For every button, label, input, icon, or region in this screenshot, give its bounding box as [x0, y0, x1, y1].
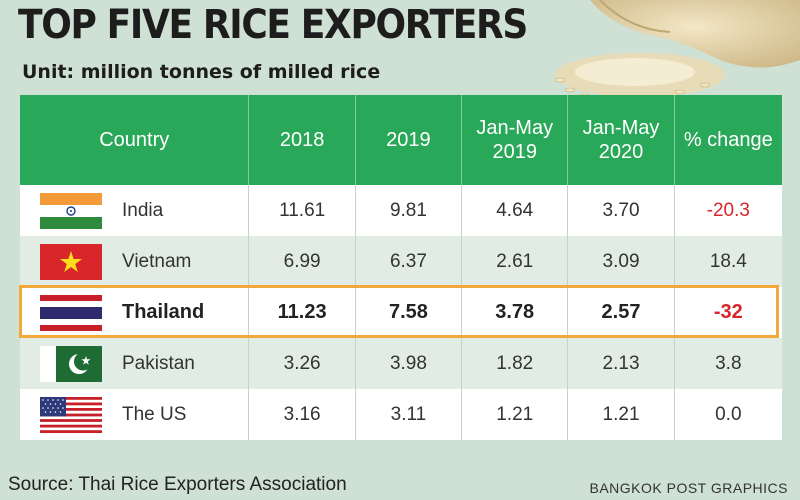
value-jan-may-2019: 2.61: [462, 236, 569, 287]
value-2019: 6.37: [356, 236, 463, 287]
country-cell: India: [20, 185, 250, 236]
table-row: The US 3.16 3.11 1.21 1.21 0.0: [20, 389, 782, 440]
value-jan-may-2019: 1.82: [462, 338, 569, 389]
value-pct-change: 18.4: [709, 250, 747, 272]
value-2018: 6.99: [249, 236, 356, 287]
rice-sack-icon: [554, 0, 800, 101]
value-2018: 11.61: [249, 185, 356, 236]
us-flag-icon: [40, 396, 102, 433]
header-2019: 2019: [356, 95, 463, 185]
value-2018: 3.16: [249, 389, 356, 440]
pakistan-flag-icon: [40, 345, 102, 382]
value-2018: 11.23: [249, 287, 356, 338]
value-jan-may-2020: 1.21: [568, 389, 675, 440]
value-jan-may-2020: 3.70: [568, 185, 675, 236]
value-jan-may-2020: 2.57: [568, 287, 675, 338]
value-jan-may-2019: 4.64: [462, 185, 569, 236]
header-pct-change: % change: [683, 129, 773, 151]
unit-subtitle: Unit: million tonnes of milled rice: [22, 61, 381, 83]
value-jan-may-2020: 2.13: [568, 338, 675, 389]
header-jan-may-2020: Jan-May 2020: [568, 95, 675, 185]
country-name: The US: [122, 403, 187, 425]
value-jan-may-2019: 3.78: [462, 287, 569, 338]
country-cell: Pakistan: [20, 338, 250, 389]
value-pct-change: -20.3: [706, 199, 750, 221]
value-pct-change: 0.0: [715, 403, 742, 425]
page-title: TOP FIVE RICE EXPORTERS: [18, 2, 528, 48]
value-pct-change: 3.8: [715, 352, 742, 374]
table-row: India 11.61 9.81 4.64 3.70 -20.3: [20, 185, 782, 236]
value-2019: 3.11: [356, 389, 463, 440]
table-header: Country 2018 2019 Jan-May 2019 Jan-May 2…: [20, 95, 782, 185]
rice-exporters-table: Country 2018 2019 Jan-May 2019 Jan-May 2…: [20, 95, 782, 440]
value-2019: 9.81: [356, 185, 463, 236]
vietnam-flag-icon: [40, 243, 102, 280]
header-country: Country: [20, 95, 250, 185]
country-cell: The US: [20, 389, 250, 440]
country-name: India: [122, 199, 164, 221]
value-2019: 7.58: [356, 287, 463, 338]
country-name: Pakistan: [122, 352, 195, 374]
value-2018: 3.26: [249, 338, 356, 389]
table-row: Pakistan 3.26 3.98 1.82 2.13 3.8: [20, 338, 782, 389]
header-jan-may-2019: Jan-May 2019: [462, 95, 569, 185]
value-2019: 3.98: [356, 338, 463, 389]
header-2018: 2018: [249, 95, 356, 185]
thailand-flag-icon: [40, 294, 102, 331]
source-note: Source: Thai Rice Exporters Association: [8, 474, 347, 495]
table-row: Vietnam 6.99 6.37 2.61 3.09 18.4: [20, 236, 782, 287]
graphics-credit: BANGKOK POST GRAPHICS: [589, 480, 788, 496]
country-name: Vietnam: [122, 250, 192, 272]
country-cell: Vietnam: [20, 236, 250, 287]
india-flag-icon: [40, 192, 102, 229]
value-jan-may-2020: 3.09: [568, 236, 675, 287]
value-jan-may-2019: 1.21: [462, 389, 569, 440]
country-cell: Thailand: [20, 287, 250, 338]
value-pct-change: -32: [713, 301, 743, 323]
table-row-highlighted: Thailand 11.23 7.58 3.78 2.57 -32: [20, 287, 782, 338]
country-name: Thailand: [122, 301, 205, 323]
